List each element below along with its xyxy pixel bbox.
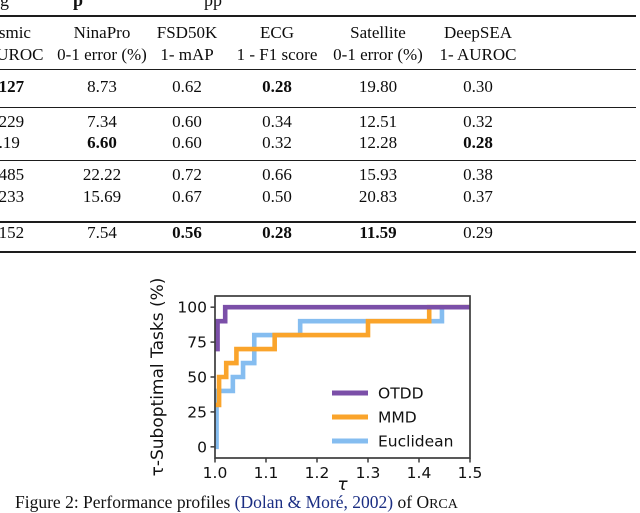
table-cell: 0.60	[172, 133, 202, 152]
mmd-line	[215, 304, 470, 408]
table-cell: 0.28	[262, 223, 292, 242]
column-header-metric: 1- AUROC	[439, 45, 517, 64]
column-header-name: Satellite	[350, 23, 406, 42]
table-cell: 0.32	[262, 133, 292, 152]
column-header-name: DeepSEA	[444, 23, 512, 42]
x-tick-label: 1.4	[407, 464, 432, 482]
table-cell: 6.60	[87, 133, 117, 152]
table-cell: 0.233	[0, 187, 25, 206]
column-header-metric: 1- AUROC	[0, 45, 44, 64]
x-tick-label: 1.2	[305, 464, 330, 482]
table-cell: 11.59	[359, 223, 397, 242]
table-cell: 0.28	[262, 77, 292, 96]
y-tick-label: 0	[197, 438, 207, 456]
column-header-name: NinaPro	[73, 23, 131, 42]
column-header-name: FSD50K	[156, 23, 218, 42]
x-tick-label: 1.1	[254, 464, 279, 482]
legend-label-otdd: OTDD	[378, 385, 424, 403]
table-rule	[0, 69, 636, 71]
table-cell: 0.34	[262, 112, 292, 131]
table-cell: 0.72	[172, 165, 202, 184]
table-cell: 20.83	[358, 187, 398, 206]
table-cell: 0.50	[262, 187, 292, 206]
x-tick-label: 1.3	[356, 464, 381, 482]
method-name: RCA	[429, 497, 458, 512]
table-cell: 0.485	[0, 165, 25, 184]
table-rule	[0, 251, 636, 254]
column-header-metric: 1- mAP	[160, 45, 214, 64]
table-cell: 12.51	[358, 112, 398, 131]
table-cell: 0.38	[463, 165, 493, 184]
table-cell: 0.62	[172, 77, 202, 96]
caption-text: of	[393, 492, 417, 512]
table-cell: 12.28	[358, 133, 398, 152]
legend-label-euclidean: Euclidean	[378, 433, 453, 451]
column-header-name: Cosmic	[0, 23, 31, 42]
y-tick-label: 50	[187, 369, 207, 387]
y-tick-label: 75	[187, 334, 207, 352]
table-cell: 0.28	[463, 133, 493, 152]
table-cell: 15.69	[82, 187, 122, 206]
table-cell: 0.127	[0, 77, 25, 96]
table-cell: 0.229	[0, 112, 25, 131]
table-rule	[0, 107, 636, 109]
axes-box	[214, 295, 471, 459]
table-cell: 0.60	[172, 112, 202, 131]
table-cell: 0.66	[262, 165, 292, 184]
table-cell: 19.80	[358, 77, 398, 96]
y-axis-label: τ-Suboptimal Tasks (%)	[148, 278, 168, 477]
table-rule	[0, 221, 636, 223]
column-header-metric: 0-1 error (%)	[333, 45, 423, 64]
cropped-letter: g	[0, 0, 9, 10]
y-tick-label: 25	[187, 403, 207, 421]
euclidean-line	[214, 304, 470, 450]
table-cell: 0.29	[463, 223, 493, 242]
table-cell: 0.30	[463, 77, 493, 96]
table-cell: 22.22	[82, 165, 122, 184]
table-cell: 0.67	[172, 187, 202, 206]
citation-link[interactable]: (Dolan & Moré, 2002)	[234, 492, 394, 512]
table-cell: 0.56	[172, 223, 202, 242]
figure-caption: Figure 2: Performance profiles (Dolan & …	[15, 492, 458, 513]
x-tick-label: 1.5	[458, 464, 483, 482]
cropped-letter: p	[73, 0, 84, 10]
table-cell: 0.37	[463, 187, 493, 206]
table-cell: 0.152	[0, 223, 25, 242]
table-cell: 8.73	[87, 77, 117, 96]
results-table: Cosmic 1- AUROC NinaPro 0-1 error (%) FSD50K…	[0, 15, 636, 254]
caption-text: Figure 2: Performance profiles	[15, 492, 235, 512]
column-header-name: ECG	[260, 23, 294, 42]
column-header-metric: 1 - F1 score	[236, 45, 318, 64]
method-name: O	[416, 492, 430, 512]
table-cell: 0.32	[463, 112, 493, 131]
y-tick-label: 100	[177, 299, 207, 317]
table-cell: 15.93	[358, 165, 398, 184]
table-rule	[0, 15, 636, 18]
table-rule	[0, 160, 636, 162]
legend-label-mmd: MMD	[378, 409, 417, 427]
x-tick-label: 1.0	[203, 464, 228, 482]
table-cell: 7.34	[87, 112, 117, 131]
table-cell: 7.54	[87, 223, 117, 242]
column-header-metric: 0-1 error (%)	[57, 45, 147, 64]
otdd-line	[215, 304, 470, 352]
table-cell: 0.19	[0, 133, 20, 152]
cropped-letter: pp	[204, 0, 222, 10]
